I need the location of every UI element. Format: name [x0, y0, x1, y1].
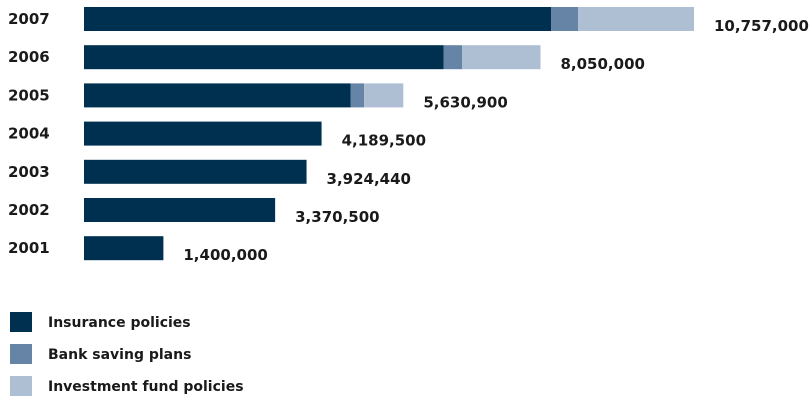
- category-label-2004: 2004: [8, 125, 50, 143]
- legend-label-1: Bank saving plans: [48, 347, 191, 363]
- category-label-2003: 2003: [8, 163, 50, 181]
- category-label-2001: 2001: [8, 239, 50, 257]
- total-label-2006: 8,050,000: [560, 55, 644, 73]
- bar-segment-2004-series-0: [84, 121, 322, 146]
- bar-segment-2007-series-0: [84, 7, 552, 31]
- bar-segment-2006-series-1: [443, 45, 463, 70]
- total-label-2003: 3,924,440: [327, 170, 411, 188]
- total-label-2001: 1,400,000: [183, 246, 267, 264]
- legend-swatch-2: [10, 376, 32, 396]
- legend-swatch-0: [10, 312, 32, 332]
- category-labels: 2007 2006 2005 2004 2003 2002 2001: [8, 10, 50, 257]
- legend-label-0: Insurance policies: [48, 315, 191, 331]
- total-label-2005: 5,630,900: [423, 93, 507, 111]
- bar-segment-2001-series-0: [84, 236, 164, 261]
- category-label-2007: 2007: [8, 10, 50, 28]
- bar-segment-2005-series-1: [350, 83, 365, 108]
- bar-segment-2006-series-2: [462, 45, 541, 70]
- bars: [84, 7, 694, 261]
- bar-segment-2003-series-0: [84, 159, 307, 184]
- total-label-2004: 4,189,500: [342, 132, 426, 150]
- bar-segment-2002-series-0: [84, 198, 276, 222]
- legend-swatch-1: [10, 344, 32, 364]
- legend-label-2: Investment fund policies: [48, 379, 244, 395]
- bar-segment-2007-series-1: [551, 7, 579, 31]
- category-label-2006: 2006: [8, 48, 50, 66]
- category-label-2005: 2005: [8, 86, 50, 104]
- total-label-2007: 10,757,000: [714, 17, 809, 35]
- bar-segment-2006-series-0: [84, 45, 444, 70]
- bar-segment-2005-series-2: [364, 83, 404, 108]
- bar-segment-2007-series-2: [578, 7, 694, 31]
- legend: Insurance policies Bank saving plans Inves…: [10, 312, 244, 396]
- total-labels: 10,757,000 8,050,000 5,630,900 4,189,500 3,9…: [183, 17, 809, 264]
- bar-segment-2005-series-0: [84, 83, 351, 108]
- total-label-2002: 3,370,500: [295, 208, 379, 226]
- category-label-2002: 2002: [8, 201, 50, 219]
